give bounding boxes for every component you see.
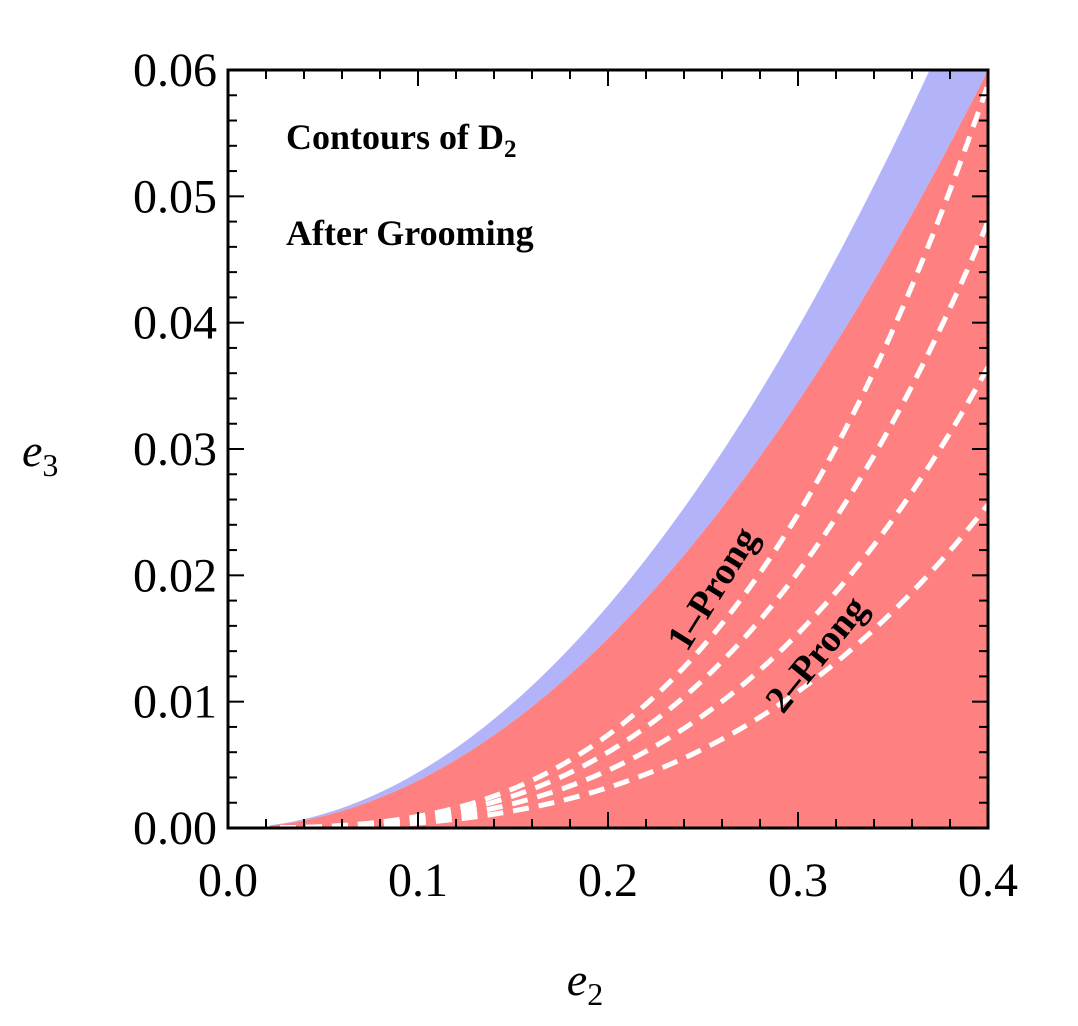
x-tick-label: 0.4 [958, 854, 1018, 907]
contour-line-1 [228, 83, 988, 828]
contour-line-2 [228, 220, 988, 828]
annotation-after-grooming: After Grooming [286, 213, 534, 253]
annotation-contours-title: Contours of D2 [286, 117, 517, 163]
y-tick-label: 0.00 [133, 802, 217, 855]
contour-line-4 [228, 503, 988, 828]
y-tick-label: 0.02 [133, 549, 217, 602]
x-tick-label: 0.3 [768, 854, 828, 907]
one-prong-band [228, 70, 988, 828]
y-tick-label: 0.05 [133, 170, 217, 223]
tick-labels: 0.0 0.1 0.2 0.3 0.4 0.00 0.01 0.02 0.03 0.04 0.05 0… [133, 44, 1018, 907]
contour-lines [228, 83, 988, 828]
y-tick-label: 0.04 [133, 297, 217, 350]
x-tick-label: 0.0 [198, 854, 258, 907]
x-axis-label: e2 [567, 954, 603, 1012]
y-tick-label: 0.06 [133, 44, 217, 97]
two-prong-region [228, 70, 988, 828]
x-tick-label: 0.2 [578, 854, 638, 907]
y-tick-label: 0.01 [133, 676, 217, 729]
y-axis-label: e3 [22, 425, 58, 483]
plot-area [228, 70, 988, 828]
y-tick-label: 0.03 [133, 423, 217, 476]
x-tick-label: 0.1 [388, 854, 448, 907]
axis-ticks [227, 69, 989, 829]
